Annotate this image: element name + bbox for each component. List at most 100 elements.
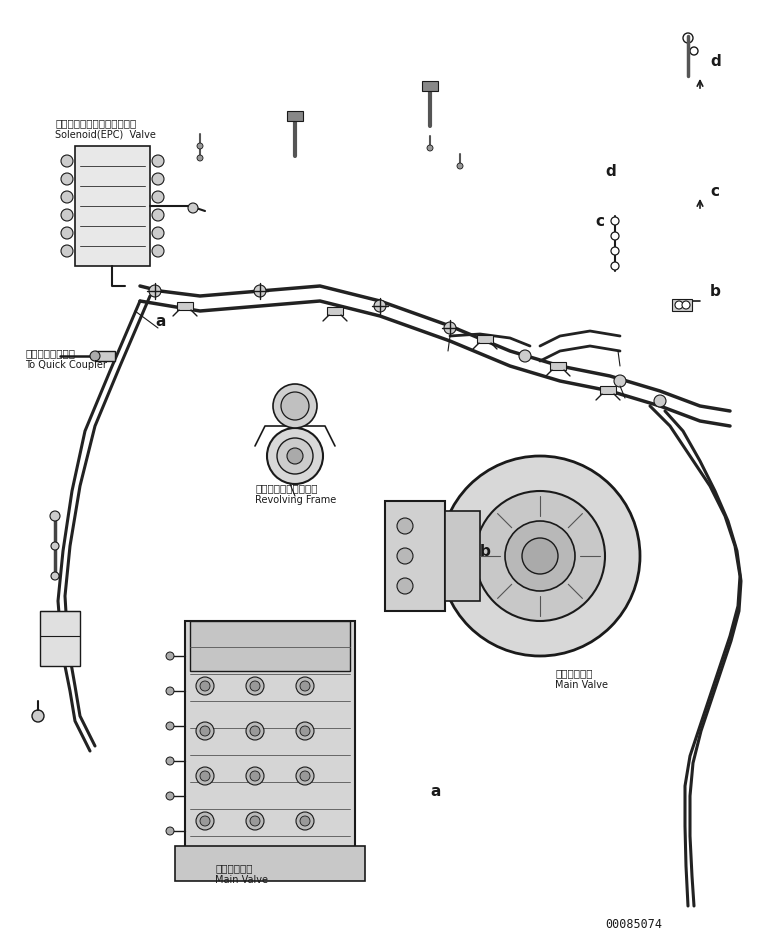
Bar — [185, 621, 355, 851]
Bar — [550, 362, 566, 370]
Circle shape — [397, 578, 413, 594]
Circle shape — [475, 491, 605, 621]
Circle shape — [611, 217, 619, 225]
Circle shape — [188, 203, 198, 213]
Circle shape — [300, 816, 310, 826]
Bar — [422, 81, 438, 91]
Circle shape — [397, 518, 413, 534]
Text: d: d — [710, 54, 720, 69]
Circle shape — [267, 428, 323, 484]
Circle shape — [273, 384, 317, 428]
Circle shape — [300, 726, 310, 736]
Circle shape — [250, 726, 260, 736]
Text: 00085074: 00085074 — [605, 918, 662, 931]
Circle shape — [51, 542, 59, 550]
Circle shape — [519, 350, 531, 362]
Text: b: b — [480, 544, 491, 559]
Text: Revolving Frame: Revolving Frame — [255, 495, 336, 505]
Circle shape — [61, 245, 73, 257]
Text: b: b — [710, 284, 721, 299]
Circle shape — [300, 681, 310, 691]
Circle shape — [682, 301, 690, 309]
Circle shape — [152, 155, 164, 167]
Circle shape — [196, 677, 214, 695]
Circle shape — [440, 456, 640, 656]
Circle shape — [90, 351, 100, 361]
Text: ソレノイド（ＥＰＣ）バルブ: ソレノイド（ＥＰＣ）バルブ — [55, 118, 136, 128]
Circle shape — [32, 710, 44, 722]
Circle shape — [166, 757, 174, 765]
Text: Solenoid(EPC)  Valve: Solenoid(EPC) Valve — [55, 130, 156, 140]
Circle shape — [197, 155, 203, 161]
Circle shape — [196, 722, 214, 740]
Circle shape — [197, 143, 203, 149]
Circle shape — [277, 438, 313, 474]
Circle shape — [166, 687, 174, 695]
Circle shape — [152, 245, 164, 257]
Text: クイックカプラへ: クイックカプラへ — [25, 348, 75, 358]
Circle shape — [152, 173, 164, 185]
Text: c: c — [710, 184, 719, 199]
Bar — [477, 335, 493, 343]
Bar — [177, 302, 193, 310]
Circle shape — [61, 191, 73, 203]
Circle shape — [374, 300, 386, 312]
Text: メインバルブ: メインバルブ — [215, 863, 253, 873]
Circle shape — [196, 767, 214, 785]
Circle shape — [674, 301, 684, 311]
Circle shape — [166, 722, 174, 730]
Text: c: c — [595, 214, 604, 229]
Circle shape — [152, 209, 164, 221]
Circle shape — [61, 209, 73, 221]
Circle shape — [246, 767, 264, 785]
Circle shape — [427, 145, 433, 151]
Circle shape — [51, 572, 59, 580]
Circle shape — [397, 548, 413, 564]
Circle shape — [296, 812, 314, 830]
Circle shape — [614, 375, 626, 387]
Circle shape — [250, 816, 260, 826]
Circle shape — [675, 301, 683, 309]
Circle shape — [281, 392, 309, 420]
Text: Main Valve: Main Valve — [215, 875, 268, 885]
Circle shape — [200, 816, 210, 826]
Bar — [95, 351, 115, 361]
Text: a: a — [155, 314, 165, 329]
Circle shape — [166, 827, 174, 835]
Bar — [385, 501, 445, 611]
Circle shape — [522, 538, 558, 574]
Text: a: a — [430, 784, 441, 799]
Circle shape — [246, 812, 264, 830]
Circle shape — [611, 262, 619, 270]
Circle shape — [250, 681, 260, 691]
Circle shape — [149, 285, 161, 297]
Circle shape — [457, 163, 463, 169]
Circle shape — [246, 677, 264, 695]
Circle shape — [654, 395, 666, 407]
Circle shape — [50, 511, 60, 521]
Circle shape — [152, 227, 164, 239]
Bar — [600, 386, 616, 394]
Circle shape — [287, 448, 303, 464]
Circle shape — [196, 812, 214, 830]
Circle shape — [296, 722, 314, 740]
Text: To Quick Coupler: To Quick Coupler — [25, 360, 107, 370]
Bar — [40, 611, 80, 666]
Bar — [190, 621, 350, 671]
Circle shape — [200, 771, 210, 781]
Bar — [75, 146, 150, 266]
Text: Main Valve: Main Valve — [555, 680, 608, 690]
Circle shape — [166, 652, 174, 660]
Bar — [672, 299, 692, 311]
Circle shape — [152, 191, 164, 203]
Bar — [287, 111, 303, 121]
Bar — [445, 511, 480, 601]
Bar — [175, 846, 365, 881]
Circle shape — [300, 771, 310, 781]
Circle shape — [296, 767, 314, 785]
Circle shape — [246, 722, 264, 740]
Circle shape — [690, 47, 698, 55]
Circle shape — [683, 33, 693, 43]
Circle shape — [444, 322, 456, 334]
Circle shape — [166, 792, 174, 800]
